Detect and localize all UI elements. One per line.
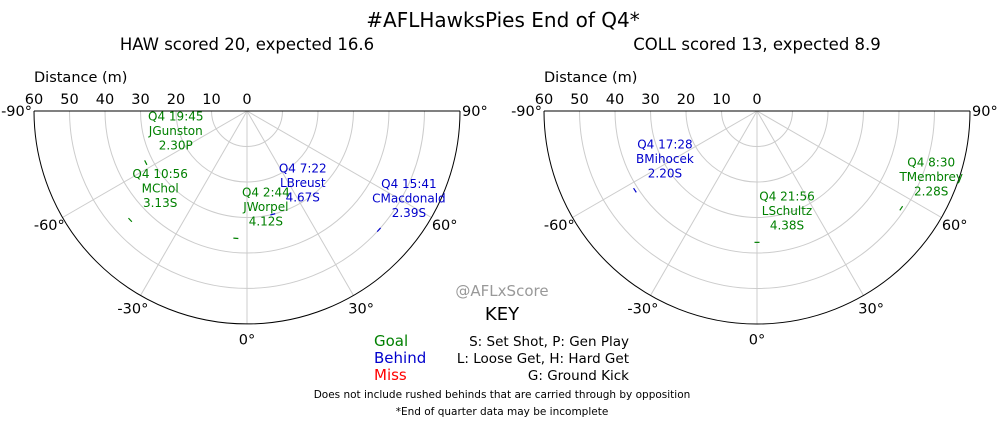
radial-tick-label: 40	[606, 92, 624, 108]
radial-tick-label: 30	[641, 92, 659, 108]
shot-label: 2.28S	[914, 184, 948, 198]
angle-tick-label: 90°	[462, 104, 488, 120]
shot-label: Q4 19:45	[148, 110, 203, 124]
shot-label: Q4 8:30	[907, 155, 955, 169]
radial-axis-label: Distance (m)	[544, 70, 637, 86]
radial-tick-label: 10	[202, 92, 220, 108]
key-get-type-legend: L: Loose Get, H: Hard Get	[457, 351, 629, 367]
angle-tick-label: -30°	[627, 302, 658, 318]
key-goal-label: Goal	[374, 332, 408, 350]
angular-gridline	[650, 110, 758, 296]
polar-outer-arc	[543, 110, 971, 325]
angle-tick-label: 30°	[858, 302, 884, 318]
shot-label: 2.39S	[392, 206, 426, 220]
shot-label: Q4 17:28	[637, 137, 692, 151]
angular-gridline	[756, 110, 864, 296]
shot-marker	[270, 213, 276, 216]
shot-label: 4.67S	[286, 190, 320, 204]
angle-tick-label: -60°	[544, 218, 575, 234]
shot-label: 3.13S	[143, 196, 177, 210]
shot-label: 4.38S	[770, 218, 804, 232]
shot-label: LBreust	[280, 176, 326, 190]
angle-tick-label: 0°	[749, 332, 765, 348]
key-behind-label: Behind	[374, 349, 426, 367]
shot-label: Q4 10:56	[132, 167, 187, 181]
angular-gridline	[246, 110, 354, 296]
angular-gridline	[246, 110, 432, 218]
shot-marker	[128, 217, 133, 223]
key-kick-type-legend: G: Ground Kick	[528, 368, 629, 384]
shot-marker	[376, 227, 382, 233]
angle-tick-label: -30°	[117, 302, 148, 318]
shot-label: MChol	[142, 181, 179, 195]
angle-tick-label: -60°	[34, 218, 65, 234]
shot-label: Q4 15:41	[381, 177, 436, 191]
shot-label: Q4 7:22	[279, 161, 327, 175]
radial-tick-label: 50	[60, 92, 78, 108]
radial-tick-label: 40	[96, 92, 114, 108]
radial-tick-label: 0	[752, 92, 761, 108]
footnote-incomplete-data: *End of quarter data may be incomplete	[396, 406, 609, 418]
shot-label: JWorpel	[242, 200, 288, 214]
angle-tick-label: 0°	[239, 332, 255, 348]
shot-label: JGunston	[148, 124, 203, 138]
radial-tick-label: 10	[712, 92, 730, 108]
angle-tick-label: -90°	[1, 104, 32, 120]
radial-tick-label: 20	[677, 92, 695, 108]
footnote-rushed-behinds: Does not include rushed behinds that are…	[314, 389, 691, 401]
radial-tick-label: 60	[535, 92, 553, 108]
shot-marker	[144, 160, 148, 166]
angle-tick-label: -90°	[511, 104, 542, 120]
radial-axis-label: Distance (m)	[34, 70, 127, 86]
radial-tick-label: 0	[242, 92, 251, 108]
angle-tick-label: 30°	[348, 302, 374, 318]
angle-tick-label: 90°	[972, 104, 998, 120]
shot-marker	[633, 187, 637, 193]
shot-label: 4.12S	[249, 214, 283, 228]
angular-gridline	[572, 110, 758, 218]
polar-chart-collingwood: COLL scored 13, expected 8.9 Distance (m)…	[511, 35, 998, 348]
polar-chart-hawthorn: HAW scored 20, expected 16.6 Distance (m)…	[1, 35, 488, 348]
angular-gridline	[62, 110, 248, 218]
shot-label: LSchultz	[762, 204, 812, 218]
shot-label: CMacdonald	[372, 191, 446, 205]
shot-label: 2.20S	[648, 166, 682, 180]
key-miss-label: Miss	[374, 366, 407, 384]
key-shot-type-legend: S: Set Shot, P: Gen Play	[469, 334, 629, 350]
figure-title: #AFLHawksPies End of Q4*	[366, 8, 639, 32]
radial-tick-label: 50	[570, 92, 588, 108]
shot-marker	[899, 205, 904, 211]
angle-tick-label: 60°	[942, 218, 968, 234]
shot-label: Q4 21:56	[759, 189, 814, 203]
shot-label: 2.30P	[159, 139, 193, 153]
radial-tick-label: 60	[25, 92, 43, 108]
angular-gridline	[140, 110, 248, 296]
angle-tick-label: 60°	[432, 218, 458, 234]
key-title: KEY	[485, 304, 520, 325]
shot-label: TMembrey	[898, 170, 963, 184]
chart-subtitle: HAW scored 20, expected 16.6	[120, 35, 374, 54]
radial-tick-label: 20	[167, 92, 185, 108]
radial-tick-label: 30	[131, 92, 149, 108]
watermark: @AFLxScore	[455, 282, 548, 300]
chart-subtitle: COLL scored 13, expected 8.9	[633, 35, 881, 54]
shot-label: BMihocek	[636, 152, 694, 166]
polar-outer-arc	[33, 110, 461, 325]
shot-label: Q4 2:44	[242, 185, 290, 199]
angular-gridline	[756, 110, 942, 218]
